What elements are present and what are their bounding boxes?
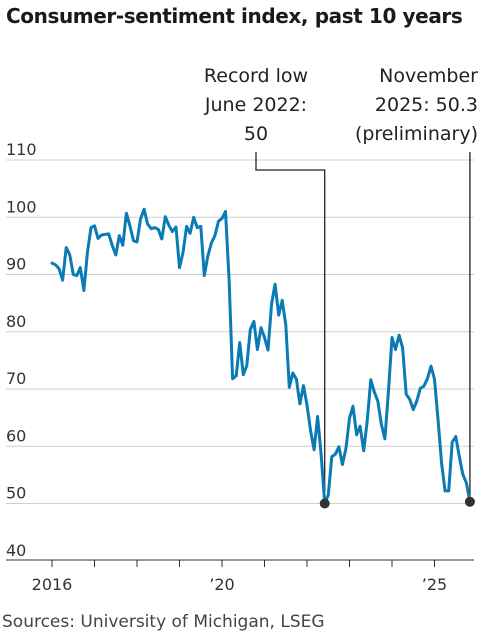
y-tick-label: 100 (6, 197, 37, 216)
y-tick-label: 110 (6, 140, 37, 159)
y-tick-labels: 110 100 90 80 70 60 50 40 (6, 140, 37, 560)
highlight-point (319, 498, 330, 509)
y-tick-label: 50 (6, 484, 26, 503)
y-tick-label: 90 (6, 255, 26, 274)
y-tick-label: 70 (6, 369, 26, 388)
x-tick-labels: 2016 ’20 ’25 (32, 575, 448, 594)
y-tick-label: 40 (6, 541, 26, 560)
annotation-text: (preliminary) (355, 123, 478, 145)
series-line (50, 207, 472, 505)
annotations: Record low June 2022: 50 November 2025: 50.3… (204, 65, 478, 504)
y-tick-label: 80 (6, 312, 26, 331)
annotation-text: Record low (204, 65, 308, 87)
x-tick-label: 2016 (32, 575, 73, 594)
x-tick-label: ’25 (422, 575, 447, 594)
y-tick-label: 60 (6, 426, 26, 445)
highlight-point (464, 496, 475, 507)
chart-title: Consumer-sentiment index, past 10 years (6, 4, 463, 28)
x-tick-label: ’20 (209, 575, 234, 594)
annotation-text: November (379, 65, 478, 87)
annotation-text: 50 (244, 123, 268, 145)
gridlines (6, 159, 474, 504)
x-axis (6, 559, 474, 567)
annotation-text: 2025: 50.3 (375, 94, 478, 116)
annotation-text: June 2022: (204, 94, 307, 116)
annotation-leader-line (255, 152, 326, 504)
highlight-points (319, 496, 475, 509)
source-note: Sources: University of Michigan, LSEG (2, 612, 325, 632)
series-lines (50, 207, 472, 505)
